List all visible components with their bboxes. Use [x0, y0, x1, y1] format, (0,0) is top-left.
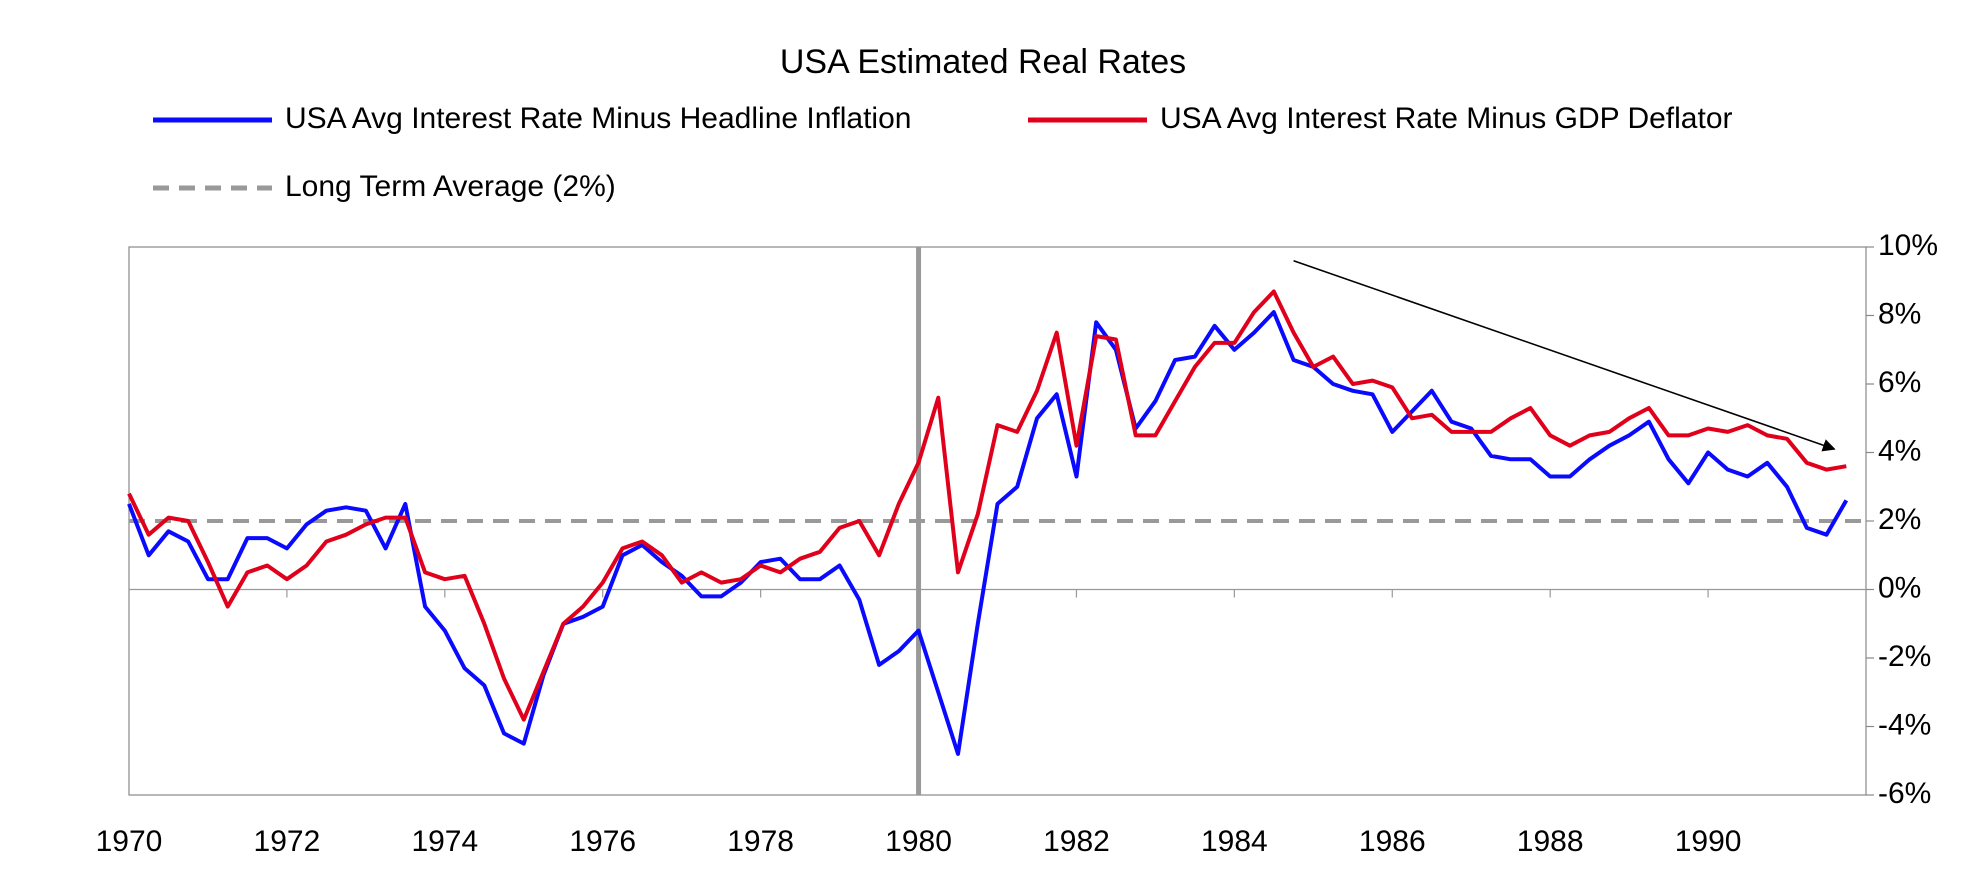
y-tick-label: -2%	[1878, 640, 1931, 673]
x-tick-label: 1986	[1359, 825, 1426, 858]
trend-arrow	[1293, 259, 1836, 452]
x-tick-label: 1972	[254, 825, 321, 858]
y-tick-label: 6%	[1878, 366, 1921, 399]
y-tick-label: -4%	[1878, 708, 1931, 741]
series-line	[127, 289, 1847, 722]
legend-label: USA Avg Interest Rate Minus GDP Deflator	[1160, 102, 1733, 135]
x-tick-label: 1976	[569, 825, 636, 858]
chart-title: USA Estimated Real Rates	[780, 43, 1186, 81]
x-tick-label: 1988	[1517, 825, 1584, 858]
y-tick-label: 0%	[1878, 571, 1921, 604]
x-tick-label: 1974	[411, 825, 478, 858]
x-tick-label: 1970	[96, 825, 163, 858]
x-tick-label: 1978	[727, 825, 794, 858]
x-tick-label: 1984	[1201, 825, 1268, 858]
y-tick-label: 2%	[1878, 503, 1921, 536]
y-tick-label: 8%	[1878, 297, 1921, 330]
x-tick-label: 1980	[885, 825, 952, 858]
legend-label: Long Term Average (2%)	[285, 170, 616, 203]
x-tick-label: 1990	[1675, 825, 1742, 858]
y-tick-label: 4%	[1878, 434, 1921, 467]
x-tick-label: 1982	[1043, 825, 1110, 858]
y-tick-label: -6%	[1878, 777, 1931, 810]
legend-label: USA Avg Interest Rate Minus Headline Inf…	[285, 102, 911, 135]
series-line	[127, 310, 1849, 756]
y-tick-label: 10%	[1878, 229, 1938, 262]
